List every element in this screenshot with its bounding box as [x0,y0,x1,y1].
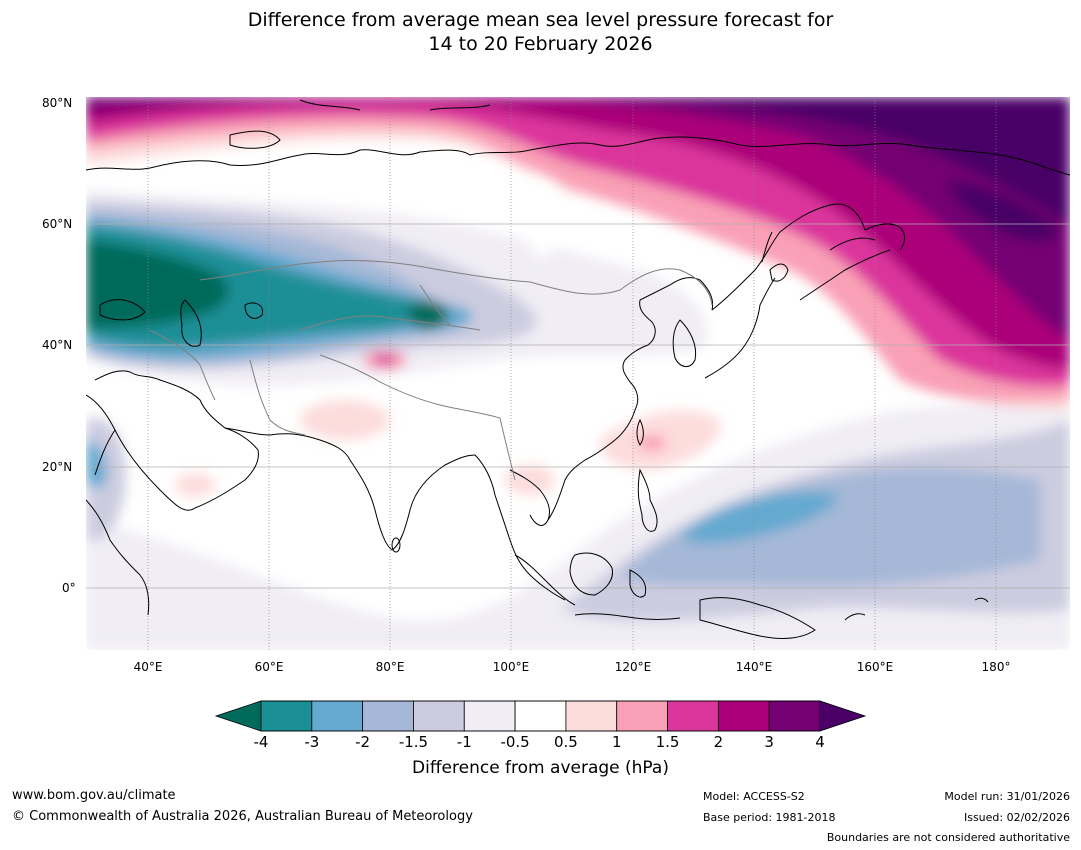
graticule [147,97,997,650]
anomaly-shading [86,97,1070,650]
lon-label-160e: 160°E [856,660,894,674]
lat-label-0: 0° [62,581,76,595]
colorbar-tick-label: 1 [611,733,622,751]
colorbar-bin [362,700,414,732]
lon-label-120e: 120°E [614,660,652,674]
colorbar-tick-label: -1 [456,733,472,751]
colorbar-tick-label: 4 [815,733,825,751]
colorbar-tick-label: -2 [355,733,371,751]
title-line-1: Difference from average mean sea level p… [247,9,834,31]
lat-label-40n: 40°N [42,338,73,352]
colorbar [214,700,867,732]
colorbar-bin [463,700,516,732]
lat-label-20n: 20°N [42,460,73,474]
lat-label-80n: 80°N [42,96,73,110]
colorbar-bin [616,700,668,732]
chart-title: Difference from average mean sea level p… [0,8,1081,56]
colorbar-bin [667,700,719,732]
colorbar-tick-label: -4 [253,733,269,751]
colorbar-tick-label: 2 [713,733,724,751]
lon-label-100e: 100°E [492,660,530,674]
footer-base-period: Base period: 1981-2018 [703,811,836,824]
footer-model-run: Model run: 31/01/2026 [944,790,1070,803]
colorbar-tick-label: -1.5 [398,733,429,751]
colorbar-bin [717,700,770,732]
pressure-anomaly-map [86,97,1070,650]
footer-issued: Issued: 02/02/2026 [963,811,1070,824]
colorbar-bin [311,700,364,732]
colorbar-tick-label: -3 [304,733,320,751]
colorbar-bin [768,700,821,732]
colorbar-under-arrow [216,701,261,731]
colorbar-bin [565,700,618,732]
colorbar-tick-label: 3 [764,733,774,751]
footer-model: Model: ACCESS-S2 [703,790,805,803]
boundaries [149,259,713,481]
colorbar-bin [260,700,313,732]
coastlines [86,99,1070,639]
footer-disclaimer: Boundaries are not considered authoritat… [826,831,1070,844]
lat-label-60n: 60°N [42,217,73,231]
lon-label-80e: 80°E [375,660,405,674]
colorbar-tick-label: -0.5 [500,733,530,751]
lon-label-140e: 140°E [735,660,773,674]
colorbar-bin [514,700,567,732]
colorbar-tick-label: 0.5 [553,733,578,751]
colorbar-over-arrow [820,701,865,731]
title-line-2: 14 to 20 February 2026 [428,33,653,55]
footer-url[interactable]: www.bom.gov.au/climate [12,788,176,803]
colorbar-title: Difference from average (hPa) [412,758,669,778]
lon-label-60e: 60°E [254,660,284,674]
lon-label-40e: 40°E [133,660,163,674]
colorbar-bin [413,700,465,732]
footer-copyright: © Commonwealth of Australia 2026, Austra… [12,809,473,824]
lon-label-180: 180° [981,660,1011,674]
colorbar-tick-label: 1.5 [655,733,680,751]
